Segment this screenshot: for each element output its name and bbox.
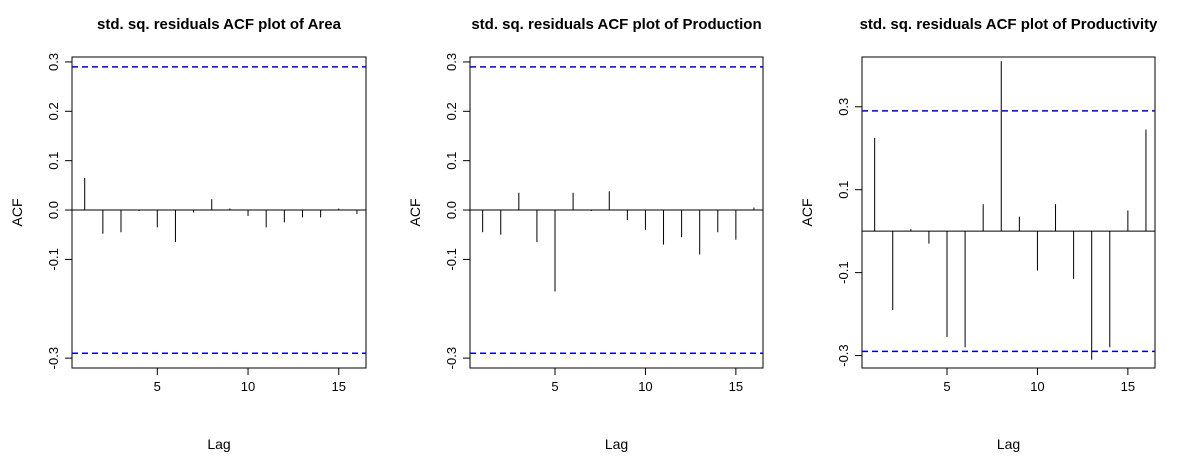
plot-frame [71, 56, 367, 369]
y-tick-label: -0.3 [836, 344, 851, 366]
x-tick-label: 5 [943, 379, 950, 394]
y-tick-label: -0.1 [444, 248, 459, 270]
chart-title: std. sq. residuals ACF plot of Productio… [471, 16, 761, 33]
x-tick-label: 5 [154, 379, 161, 394]
x-tick-label: 15 [332, 379, 346, 394]
x-tick-label: 15 [1121, 379, 1135, 394]
y-tick-label: 0.0 [444, 201, 459, 219]
y-tick-label: 0.3 [46, 53, 61, 71]
y-tick-label: -0.1 [836, 261, 851, 283]
chart-title: std. sq. residuals ACF plot of Area [97, 16, 342, 33]
y-axis-label: ACF [407, 199, 423, 227]
y-tick-label: 0.3 [444, 53, 459, 71]
y-tick-label: 0.2 [46, 102, 61, 120]
x-tick-label: 5 [551, 379, 558, 394]
y-tick-label: -0.3 [444, 347, 459, 369]
x-tick-label: 10 [638, 379, 652, 394]
x-axis-label: Lag [605, 436, 628, 452]
y-tick-label: -0.3 [46, 347, 61, 369]
y-tick-label: 0.3 [836, 98, 851, 116]
x-axis-label: Lag [997, 436, 1020, 452]
y-tick-label: -0.1 [46, 248, 61, 270]
x-axis-label: Lag [207, 436, 230, 452]
x-tick-label: 10 [241, 379, 255, 394]
y-axis-label: ACF [9, 199, 25, 227]
chart-title: std. sq. residuals ACF plot of Productiv… [860, 16, 1158, 33]
plot-frame [469, 56, 764, 369]
acf-panel-2: std. sq. residuals ACF plot of Productio… [407, 16, 764, 452]
plot-frame [861, 56, 1156, 369]
x-tick-label: 10 [1030, 379, 1044, 394]
y-tick-label: 0.2 [444, 102, 459, 120]
y-tick-label: 0.1 [444, 152, 459, 170]
y-tick-label: 0.0 [46, 201, 61, 219]
acf-panel-1: std. sq. residuals ACF plot of Area 5 10 15… [9, 16, 367, 452]
y-tick-label: 0.1 [46, 152, 61, 170]
acf-panel-3: std. sq. residuals ACF plot of Productiv… [799, 16, 1158, 452]
x-tick-label: 15 [729, 379, 743, 394]
y-axis-label: ACF [799, 199, 815, 227]
y-tick-label: 0.1 [836, 181, 851, 199]
